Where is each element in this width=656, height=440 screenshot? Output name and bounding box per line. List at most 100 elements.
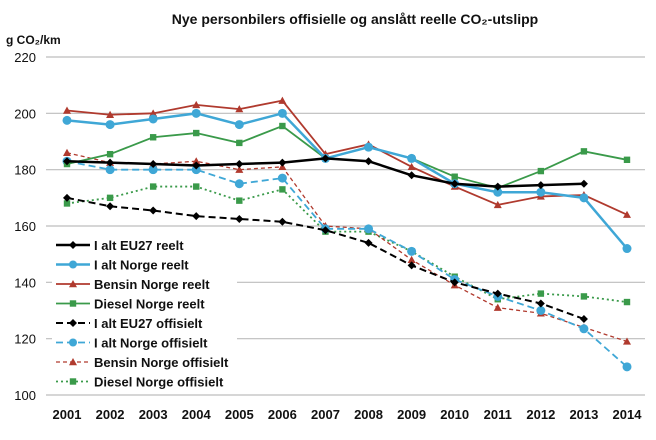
diamond-marker (106, 202, 115, 211)
chart-title: Nye personbilers offisielle og anslått r… (172, 11, 538, 27)
circle-marker (62, 115, 72, 125)
diamond-marker (536, 181, 545, 190)
triangle-marker (69, 280, 77, 288)
x-tick-label: 2003 (139, 407, 168, 422)
triangle-marker (63, 106, 71, 114)
series-i-alt-eu27-offisielt (63, 193, 588, 323)
diamond-marker (493, 182, 502, 191)
diamond-marker (149, 160, 158, 169)
triangle-marker (235, 165, 244, 173)
square-marker (451, 173, 458, 180)
diamond-marker (69, 319, 77, 327)
square-marker (236, 197, 243, 204)
circle-marker (622, 362, 632, 372)
triangle-marker (407, 255, 416, 263)
circle-marker (191, 165, 201, 175)
legend-label: I alt Norge reelt (94, 258, 189, 273)
square-marker (623, 298, 631, 306)
circle-marker (69, 338, 77, 347)
triangle-marker (192, 157, 201, 165)
diamond-marker (63, 157, 71, 166)
diamond-marker (536, 299, 545, 308)
diamond-marker (235, 160, 244, 169)
triangle-marker (235, 105, 244, 113)
circle-marker (493, 187, 503, 197)
series-line (66, 160, 628, 368)
legend-item: Diesel Norge reelt (52, 294, 237, 314)
legend-background (52, 294, 237, 314)
diamond-marker (579, 179, 588, 188)
square-marker (580, 293, 588, 300)
square-marker (580, 148, 588, 155)
legend-background (52, 314, 237, 333)
circle-marker (364, 142, 374, 152)
circle-marker (105, 120, 115, 130)
circle-marker (364, 224, 374, 234)
circle-marker (536, 306, 546, 315)
legend-background (52, 372, 237, 392)
diamond-marker (63, 193, 71, 202)
square-marker (106, 194, 114, 202)
diamond-marker (69, 241, 77, 249)
legend-background (52, 236, 237, 255)
circle-marker (148, 114, 158, 124)
series-bensin-norge-reelt (63, 96, 631, 218)
x-tick-label: 2014 (613, 407, 643, 422)
diamond-marker (278, 217, 287, 226)
legend-label: Diesel Norge offisielt (94, 375, 224, 390)
triangle-marker (192, 100, 201, 109)
series-diesel-norge-reelt (63, 122, 631, 192)
circle-marker (407, 246, 417, 256)
diamond-marker (235, 214, 244, 223)
circle-marker (234, 179, 244, 189)
legend-item: I alt Norge reelt (52, 255, 237, 275)
diamond-marker (192, 212, 201, 221)
circle-marker (277, 108, 287, 118)
series-i-alt-norge-reelt (62, 108, 632, 254)
x-tick-label: 2005 (225, 407, 254, 422)
circle-marker (277, 173, 287, 183)
square-marker (106, 150, 114, 158)
square-marker (149, 134, 157, 141)
x-tick-label: 2007 (311, 407, 340, 422)
legend-label: Bensin Norge reelt (94, 277, 210, 292)
square-marker (623, 156, 631, 164)
legend-label: I alt EU27 reelt (94, 238, 184, 253)
x-tick-label: 2012 (526, 407, 555, 422)
series-line (66, 99, 628, 216)
triangle-marker (149, 109, 158, 117)
square-marker (193, 183, 200, 190)
x-tick-label: 2004 (182, 407, 212, 422)
triangle-marker (623, 210, 631, 218)
diamond-marker (364, 157, 373, 166)
y-tick-label: 220 (14, 50, 36, 65)
y-axis-label: g CO₂/km (6, 33, 61, 47)
legend-label: I alt EU27 offisielt (94, 316, 203, 331)
legend-item: I alt EU27 reelt (52, 236, 237, 255)
legend-item: Bensin Norge reelt (52, 275, 237, 294)
x-tick-label: 2002 (96, 407, 125, 422)
triangle-marker (63, 148, 71, 156)
circle-marker (536, 187, 546, 197)
circle-marker (622, 244, 632, 254)
x-tick-label: 2011 (484, 407, 512, 422)
series-line (66, 111, 628, 250)
legend-background (52, 353, 237, 372)
circle-marker (579, 324, 589, 334)
legend-background (52, 333, 237, 353)
y-tick-label: 120 (14, 332, 36, 347)
diamond-marker (450, 278, 459, 287)
triangle-marker (493, 303, 502, 311)
diamond-marker (192, 161, 201, 170)
series-i-alt-eu27-reelt (63, 154, 588, 191)
square-marker (69, 378, 77, 385)
square-marker (279, 122, 286, 130)
y-tick-label: 100 (14, 388, 36, 403)
diamond-marker (450, 179, 459, 188)
circle-marker (579, 193, 589, 203)
circle-marker (407, 153, 417, 163)
circle-marker (191, 108, 201, 118)
circle-marker (69, 260, 77, 269)
series-line (66, 185, 628, 303)
x-tick-label: 2008 (354, 407, 383, 422)
